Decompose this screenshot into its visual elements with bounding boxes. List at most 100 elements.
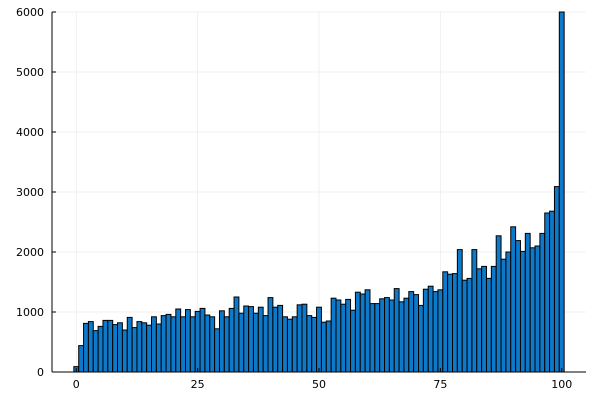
histogram-bar [252,312,259,373]
histogram-bar [544,212,551,373]
histogram-bar [345,298,352,373]
histogram-bar [529,247,536,373]
histogram-bar [248,306,254,373]
histogram-bar [476,268,483,373]
histogram-bar [238,312,245,373]
histogram-bar [413,294,420,373]
histogram-bar [364,289,371,373]
histogram-bar [291,316,298,373]
y-tick-labels: 0 1000 2000 3000 4000 5000 6000 [16,6,56,379]
histogram-bar [296,304,303,373]
histogram-bar [87,321,94,373]
histogram-bar [277,304,284,373]
histogram-bar [490,265,497,373]
histogram-bar [301,303,308,373]
histogram-bar [495,235,502,373]
histogram-bar [398,301,405,373]
y-tick-label: 4000 [16,126,44,139]
histogram-bar [388,299,395,373]
histogram-bar [335,299,342,373]
histogram-bar [272,306,279,373]
histogram-bar [282,316,288,373]
histogram-bar [141,322,148,373]
histogram-bar [442,271,449,373]
histogram-bar [320,321,327,373]
histogram-bar [199,307,206,373]
histogram-bar [267,297,274,373]
histogram-bar [500,258,507,373]
histogram-bar [83,322,89,373]
histogram-bar [549,210,555,373]
histogram-bar [456,249,463,373]
y-tick-label: 1000 [16,306,44,319]
x-tick-label: 75 [433,378,447,391]
histogram-bar [427,285,434,373]
histogram-bar [223,316,230,373]
histogram-bar [102,319,109,373]
histogram-bar [471,249,478,373]
histogram-bar [354,291,361,373]
y-tick-label: 3000 [16,186,44,199]
histogram-bar [131,327,138,373]
histogram-bar [160,315,167,373]
histogram-bar [325,320,332,373]
histogram-bar [408,291,415,373]
histogram-bar [218,310,225,373]
histogram-bar [519,250,526,373]
histogram-bar [155,323,162,373]
histogram-bar [262,315,269,373]
histogram-bar [126,316,133,373]
histogram-bar [524,232,531,373]
histogram-bar [515,240,521,373]
histogram-bar [461,279,468,373]
histogram-bar [180,316,187,373]
histogram-bar [340,303,347,373]
histogram-bar [359,293,366,373]
histogram-bar [418,304,424,373]
histogram-bar [257,306,264,373]
histogram-bar [384,297,390,373]
histogram-bar [243,305,250,373]
histogram-bar [330,297,337,373]
histogram-bar [311,316,318,373]
x-tick-labels: 0 25 50 75 100 [73,368,572,391]
histogram-bar [553,186,560,373]
histogram-bar [316,306,322,373]
x-tick-label: 0 [73,378,80,391]
histogram-bar [204,314,211,373]
histogram-bar [306,315,313,373]
histogram-bar [485,277,492,373]
histogram-bar [374,303,381,373]
x-tick-label: 100 [551,378,572,391]
histogram-bar [92,330,99,373]
x-tick-label: 25 [191,378,205,391]
y-tick-label: 5000 [16,66,44,79]
histogram-bar [78,345,85,373]
histogram-bar [233,296,240,373]
y-tick-label: 6000 [16,6,44,19]
histogram-bar [393,288,400,373]
histogram-bar [437,289,444,373]
histogram-bar [422,288,429,373]
histogram-bar [228,307,235,373]
y-tick-label: 0 [37,366,44,379]
histogram-bar [379,298,386,373]
y-tick-label: 2000 [16,246,44,259]
histogram-bar [558,11,565,373]
histogram-bar [175,308,182,373]
histogram-bar [121,329,128,373]
histogram-bar [350,309,356,373]
histogram-bar [481,265,487,373]
histogram-bar [432,291,439,373]
histogram-bar [170,316,177,373]
histogram-bar [107,319,114,373]
histogram-bar [189,316,196,373]
histogram-bar [369,303,376,373]
histogram-bar [194,310,201,373]
histogram-bar [466,277,473,373]
histogram-bar [452,273,458,373]
histogram-bar [447,273,453,373]
histogram-bar [505,251,512,373]
histogram-bar [185,309,191,373]
